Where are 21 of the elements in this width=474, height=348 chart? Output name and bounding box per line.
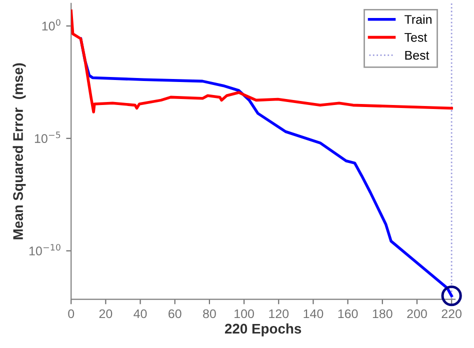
x-tick-label: 0 [68,309,74,318]
x-tick-label: 40 [134,309,147,318]
y-tick-label: 10$^{−5}$ [34,132,60,143]
ref-line-label: Best [405,50,430,60]
x-tick-label: 100 [234,309,254,318]
y-tick-label: 10$^{−10}$ [29,244,60,256]
x-tick-label: 200 [407,309,427,318]
x-tick-label: 160 [338,309,358,318]
x-tick-label: 220 [442,309,462,318]
x-tick-label: 60 [168,309,182,318]
x-tick-label: 80 [203,309,216,318]
legend-label: Train [404,14,432,24]
y-axis-title: Mean Squared Error (mse) [12,63,26,240]
x-axis-title: 220 Epochs [224,323,302,336]
y-tick-label: 10$^{0}$ [42,19,60,31]
x-tick-label: 140 [304,309,324,318]
legend-label: Test [404,33,428,42]
x-tick-label: 120 [269,309,289,318]
line-series [71,9,453,114]
x-tick-label: 20 [99,309,112,318]
x-tick-label: 180 [372,309,392,318]
